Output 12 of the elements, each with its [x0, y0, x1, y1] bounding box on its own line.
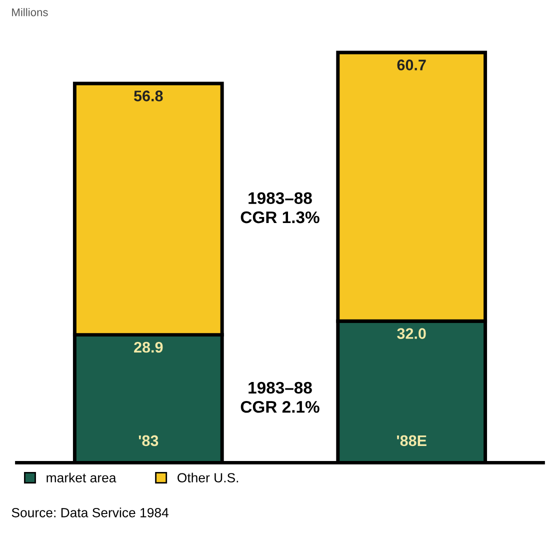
legend-label: Other U.S. — [178, 472, 238, 482]
x-tick-label: '83 — [138, 435, 158, 446]
data-label: 28.9 — [134, 342, 163, 353]
annotation: 1983–88 CGR 2.1% — [240, 382, 320, 413]
annotation: 1983–88 CGR 1.3% — [240, 192, 320, 224]
source-note: Source: Data Service 1984 — [12, 508, 169, 518]
data-label: 60.7 — [397, 60, 426, 70]
legend-label: market area — [46, 472, 116, 482]
data-label: 32.0 — [397, 328, 426, 339]
data-label: 56.8 — [134, 90, 163, 102]
x-tick-label: '88E — [397, 435, 426, 446]
y-axis-title: Millions — [12, 8, 48, 16]
